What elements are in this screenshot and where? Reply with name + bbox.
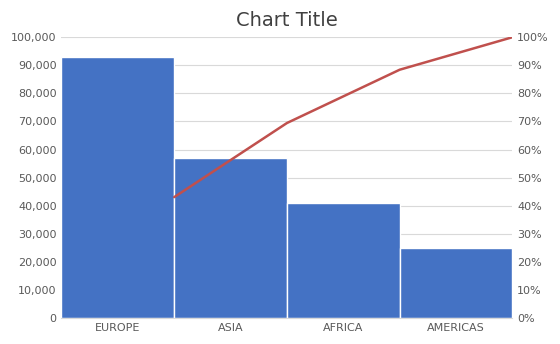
Bar <box>287 203 400 318</box>
Bar <box>400 248 512 318</box>
Bar <box>62 57 174 318</box>
Bar <box>174 158 287 318</box>
Title: Chart Title: Chart Title <box>236 11 338 30</box>
